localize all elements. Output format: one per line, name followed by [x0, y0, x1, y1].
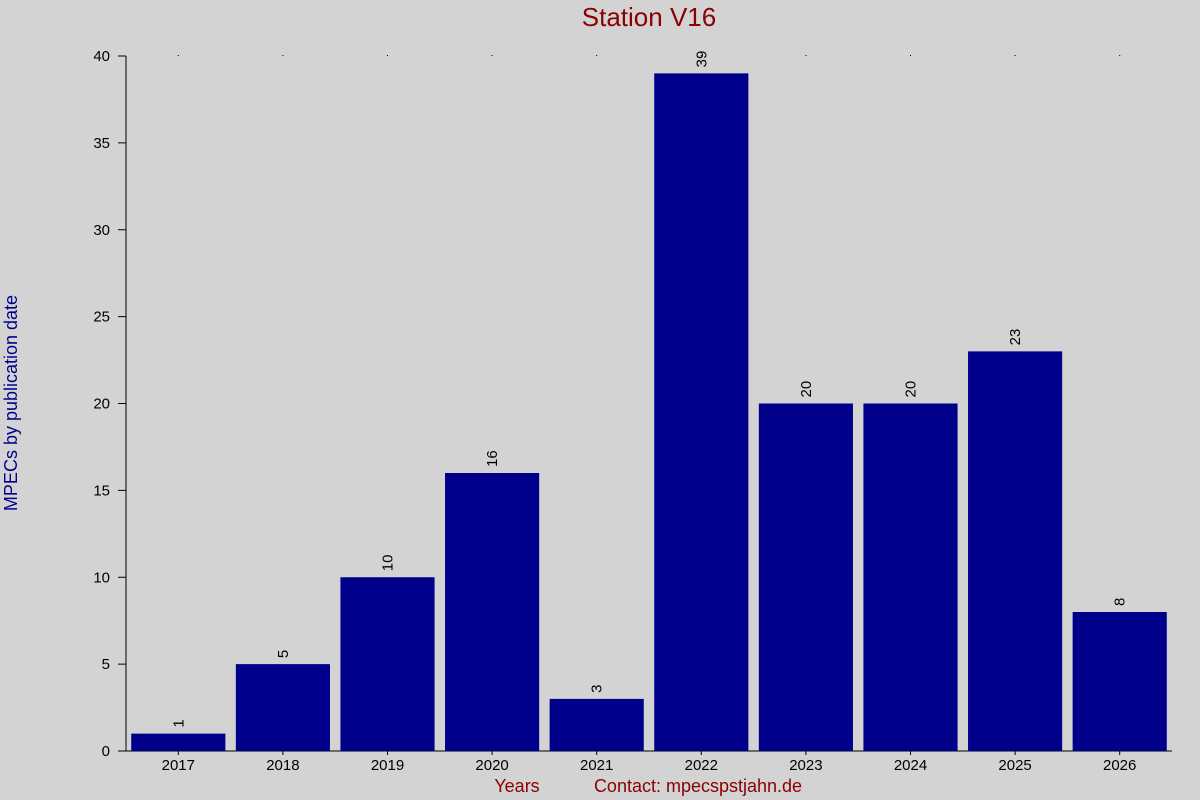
- value-label-2021: 3: [589, 685, 606, 693]
- x-tick-label-2025: 2025: [998, 757, 1031, 774]
- x-tick-label-2021: 2021: [580, 757, 613, 774]
- y-axis-label: MPECs by publication date: [1, 295, 21, 511]
- bar-2022: [654, 73, 748, 751]
- x-tick-label-2017: 2017: [162, 757, 195, 774]
- value-label-2025: 23: [1007, 329, 1024, 346]
- y-tick-label: 10: [93, 569, 110, 586]
- value-label-2026: 8: [1112, 598, 1129, 606]
- value-label-2020: 16: [484, 450, 501, 467]
- contact-footer: Contact: mpecspstjahn.de: [594, 776, 802, 796]
- y-tick-label: 5: [102, 656, 110, 673]
- top-tick-dot: [282, 55, 283, 56]
- y-tick-label: 15: [93, 482, 110, 499]
- bar-2021: [550, 699, 644, 751]
- y-tick-label: 20: [93, 396, 110, 413]
- x-tick-label-2024: 2024: [894, 757, 927, 774]
- value-label-2022: 39: [693, 51, 710, 68]
- plot-area: 0510152025303540120175201810201916202032…: [93, 48, 1172, 774]
- top-tick-dot: [596, 55, 597, 56]
- top-tick-dot: [910, 55, 911, 56]
- x-tick-label-2020: 2020: [475, 757, 508, 774]
- value-label-2024: 20: [903, 381, 920, 398]
- x-axis-label: Years: [494, 776, 539, 796]
- top-tick-dot: [492, 55, 493, 56]
- top-tick-dot: [805, 55, 806, 56]
- x-tick-label-2023: 2023: [789, 757, 822, 774]
- bar-2018: [236, 664, 330, 751]
- bar-2026: [1073, 612, 1167, 751]
- x-tick-label-2019: 2019: [371, 757, 404, 774]
- bar-2024: [863, 404, 957, 752]
- y-tick-label: 40: [93, 48, 110, 65]
- y-tick-label: 30: [93, 222, 110, 239]
- top-tick-dot: [178, 55, 179, 56]
- value-label-2018: 5: [275, 650, 292, 658]
- value-label-2019: 10: [380, 555, 397, 572]
- top-tick-dot: [1119, 55, 1120, 56]
- bar-2017: [131, 734, 225, 751]
- y-tick-label: 25: [93, 309, 110, 326]
- chart-title: Station V16: [582, 2, 716, 32]
- bar-2023: [759, 404, 853, 752]
- top-tick-dot: [387, 55, 388, 56]
- x-tick-label-2018: 2018: [266, 757, 299, 774]
- top-tick-dot: [1015, 55, 1016, 56]
- bar-2019: [340, 577, 434, 751]
- bar-2025: [968, 351, 1062, 751]
- y-tick-label: 35: [93, 135, 110, 152]
- value-label-2023: 20: [798, 381, 815, 398]
- value-label-2017: 1: [170, 719, 187, 727]
- bar-2020: [445, 473, 539, 751]
- x-tick-label-2026: 2026: [1103, 757, 1136, 774]
- y-tick-label: 0: [102, 743, 110, 760]
- x-tick-label-2022: 2022: [685, 757, 718, 774]
